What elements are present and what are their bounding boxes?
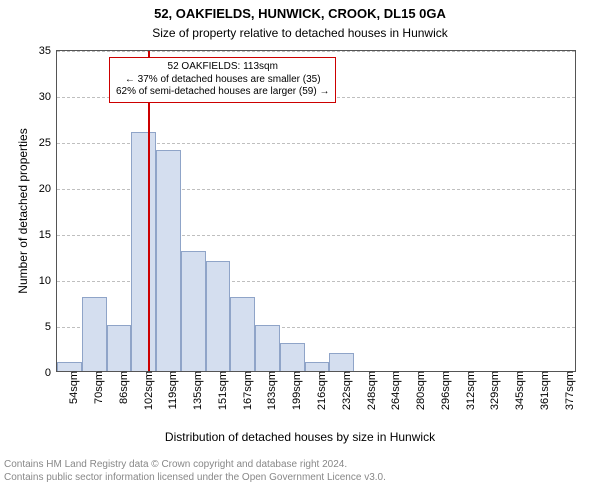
x-tick-label: 70sqm <box>91 371 105 404</box>
annotation-line3: 62% of semi-detached houses are larger (… <box>116 86 329 99</box>
bar <box>305 362 330 371</box>
y-tick-label: 35 <box>39 45 57 57</box>
x-tick-label: 264sqm <box>388 371 402 410</box>
y-tick-label: 15 <box>39 229 57 241</box>
x-tick-label: 329sqm <box>487 371 501 410</box>
bar <box>255 325 280 371</box>
y-tick-label: 20 <box>39 183 57 195</box>
bar <box>329 353 354 371</box>
x-tick-label: 183sqm <box>264 371 278 410</box>
x-tick-label: 199sqm <box>289 371 303 410</box>
chart-container: 52, OAKFIELDS, HUNWICK, CROOK, DL15 0GA … <box>0 0 600 500</box>
x-tick-label: 216sqm <box>314 371 328 410</box>
footnote-line1: Contains HM Land Registry data © Crown c… <box>4 458 600 471</box>
footnote-line2: Contains public sector information licen… <box>4 471 600 484</box>
y-tick-label: 25 <box>39 137 57 149</box>
x-tick-label: 151sqm <box>215 371 229 410</box>
x-tick-label: 86sqm <box>116 371 130 404</box>
y-tick-label: 0 <box>45 367 57 379</box>
bar <box>181 251 206 371</box>
bar <box>57 362 82 371</box>
bar <box>156 150 181 371</box>
annotation-line1: 52 OAKFIELDS: 113sqm <box>116 61 329 74</box>
x-tick-label: 296sqm <box>438 371 452 410</box>
bar <box>230 297 255 371</box>
annotation-line2: ← 37% of detached houses are smaller (35… <box>116 74 329 87</box>
x-tick-label: 312sqm <box>463 371 477 410</box>
y-tick-label: 5 <box>45 321 57 333</box>
grid-line <box>57 51 575 52</box>
y-tick-label: 10 <box>39 275 57 287</box>
x-tick-label: 54sqm <box>66 371 80 404</box>
x-tick-label: 232sqm <box>339 371 353 410</box>
x-tick-label: 248sqm <box>364 371 378 410</box>
bar <box>107 325 132 371</box>
x-tick-label: 345sqm <box>512 371 526 410</box>
y-axis-label: Number of detached properties <box>16 128 30 293</box>
x-axis-label: Distribution of detached houses by size … <box>0 430 600 444</box>
chart-subtitle: Size of property relative to detached ho… <box>0 26 600 40</box>
footnote: Contains HM Land Registry data © Crown c… <box>0 458 600 484</box>
x-tick-label: 280sqm <box>413 371 427 410</box>
chart-title: 52, OAKFIELDS, HUNWICK, CROOK, DL15 0GA <box>0 6 600 21</box>
annotation-box: 52 OAKFIELDS: 113sqm ← 37% of detached h… <box>109 57 336 103</box>
x-tick-label: 102sqm <box>141 371 155 410</box>
bar <box>82 297 107 371</box>
y-tick-label: 30 <box>39 91 57 103</box>
x-tick-label: 135sqm <box>190 371 204 410</box>
x-tick-label: 377sqm <box>562 371 576 410</box>
bar <box>280 343 305 371</box>
plot-area: 52 OAKFIELDS: 113sqm ← 37% of detached h… <box>56 50 576 372</box>
x-tick-label: 361sqm <box>537 371 551 410</box>
x-tick-label: 167sqm <box>240 371 254 410</box>
bar <box>131 132 156 371</box>
x-tick-label: 119sqm <box>165 371 179 409</box>
bar <box>206 261 231 371</box>
